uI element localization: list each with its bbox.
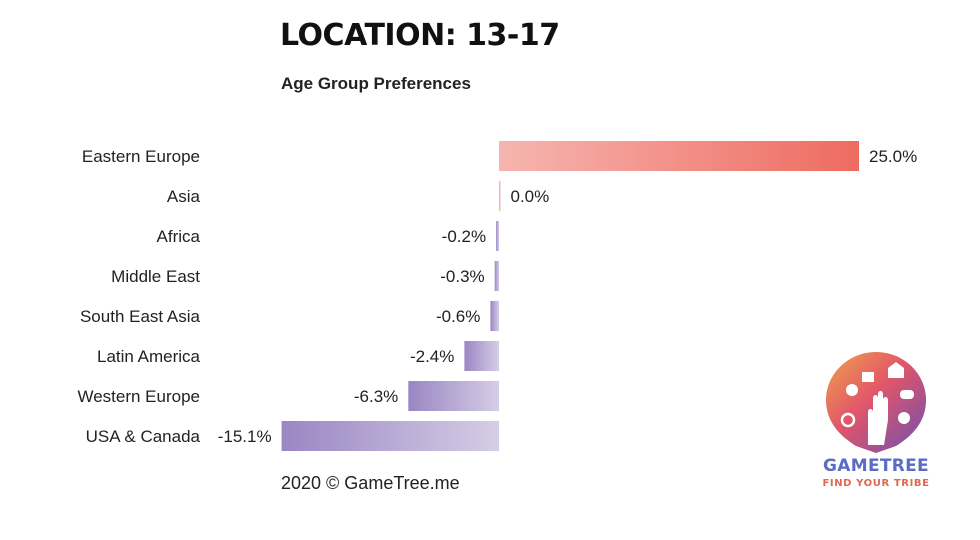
chart-subtitle: Age Group Preferences [281, 74, 471, 93]
value-label-western-europe: -6.3% [354, 387, 398, 406]
category-label-usa-canada: USA & Canada [86, 427, 201, 446]
bar-latin-america [464, 341, 499, 371]
category-label-middle-east: Middle East [111, 267, 200, 286]
category-label-latin-america: Latin America [97, 347, 201, 366]
value-label-asia: 0.0% [511, 187, 550, 206]
logo-wordmark: GAMETREE [823, 456, 929, 476]
chart-title: LOCATION: 13-17 [280, 18, 560, 53]
value-label-latin-america: -2.4% [410, 347, 454, 366]
copyright-footer: 2020 © GameTree.me [281, 473, 460, 493]
category-label-south-east-asia: South East Asia [80, 307, 201, 326]
bar-asia [499, 181, 501, 211]
bar-usa-canada [281, 421, 499, 451]
value-label-middle-east: -0.3% [440, 267, 484, 286]
gametree-logo: GAMETREE FIND YOUR TRIBE [818, 350, 934, 495]
value-label-africa: -0.2% [442, 227, 486, 246]
gametree-logo-icon [826, 352, 926, 453]
value-label-usa-canada: -15.1% [218, 427, 272, 446]
bar-eastern-europe [499, 141, 859, 171]
bar-middle-east [494, 261, 499, 291]
category-label-africa: Africa [157, 227, 201, 246]
value-label-south-east-asia: -0.6% [436, 307, 480, 326]
bar-africa [496, 221, 499, 251]
bars-layer: Eastern Europe 25.0% Asia 0.0% Africa -0.2% Mi… [77, 141, 917, 451]
category-label-western-europe: Western Europe [77, 387, 200, 406]
bar-western-europe [408, 381, 499, 411]
category-label-asia: Asia [167, 187, 201, 206]
value-label-eastern-europe: 25.0% [869, 147, 917, 166]
bar-south-east-asia [490, 301, 499, 331]
category-label-eastern-europe: Eastern Europe [82, 147, 200, 166]
logo-tagline: FIND YOUR TRIBE [822, 478, 930, 489]
